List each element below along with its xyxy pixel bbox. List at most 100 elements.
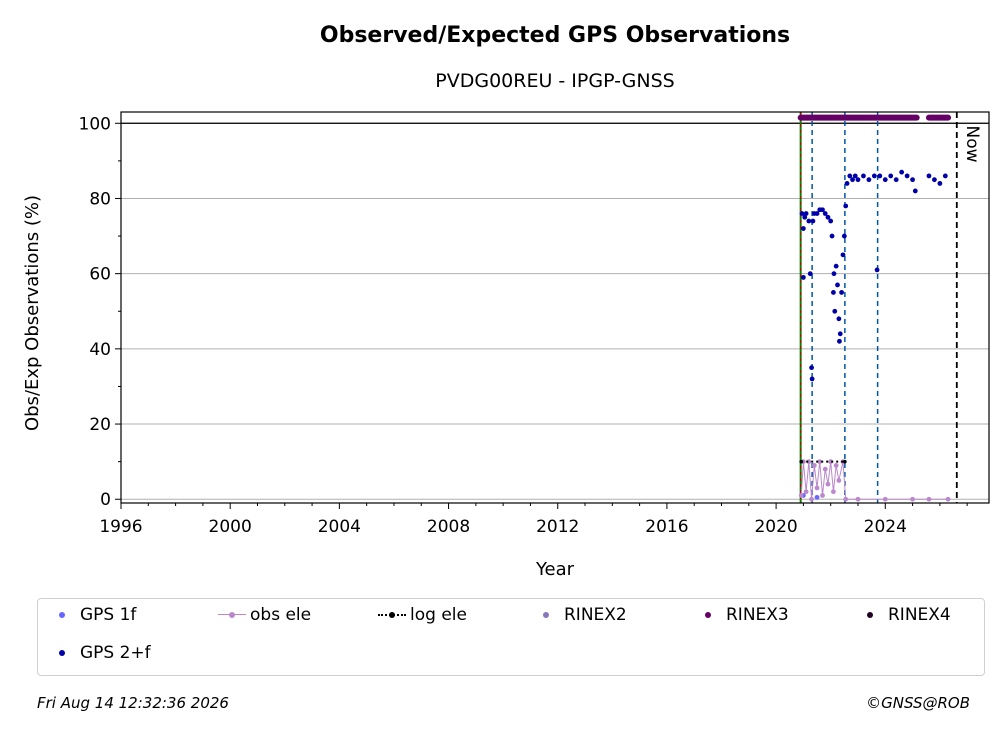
series-obs-ele-point <box>814 485 820 491</box>
footer-timestamp: Fri Aug 14 12:32:36 2026 <box>37 694 229 712</box>
series-obs-ele-line <box>800 461 949 500</box>
rinex2-marker-icon <box>532 605 560 625</box>
series-gps-2-f-point <box>837 331 843 337</box>
gps-1f-dot <box>59 612 65 618</box>
series-obs-ele-point <box>825 481 831 487</box>
series-gps-2-f-point <box>937 181 943 186</box>
legend-item-rinex3: RINEX3 <box>694 605 789 625</box>
series-obs-ele-point <box>803 489 809 495</box>
series-gps-2-f-point <box>877 173 883 179</box>
x-tick-label: 2000 <box>209 517 252 537</box>
series-gps-2-f-point <box>942 173 948 179</box>
chart-subtitle: PVDG00REU - IPGP-GNSS <box>435 70 674 92</box>
series-gps-2-f-point <box>800 226 806 231</box>
series-gps-2-f-point <box>899 169 905 175</box>
series-gps-2-f-point <box>882 177 888 183</box>
series-gps-2-f-point <box>893 177 899 183</box>
series-log-ele-point <box>843 459 847 464</box>
series-gps-2-f-point <box>822 211 828 216</box>
obs-ele-dot <box>229 612 235 618</box>
series-gps-2-f-point <box>820 207 825 213</box>
series-gps-2-f-point <box>831 290 836 295</box>
series-gps-2-f-point <box>825 214 831 220</box>
series-gps-2-f-point <box>809 365 814 371</box>
series-gps-2-f-point <box>844 181 850 186</box>
series-gps-2-f-point <box>802 214 808 220</box>
legend-item-gps-1f: GPS 1f <box>48 605 136 625</box>
chart-title: Observed/Expected GPS Observations <box>320 23 790 48</box>
series-gps-2-f-point <box>809 376 815 382</box>
series-gps-2-f-point <box>806 218 812 224</box>
rinex3-marker-icon <box>694 605 722 625</box>
log-ele-dot <box>389 612 395 618</box>
plot-area: 0 20 40 60 80 100 1996 2000 2004 2008 2012 2016 2020… <box>79 111 990 537</box>
series-gps-2-f-point <box>831 271 837 277</box>
series-obs-ele-point <box>809 496 814 502</box>
series-gps-1f-point <box>814 494 820 500</box>
y-tick-label: 80 <box>89 189 111 209</box>
legend-label-obs-ele: obs ele <box>250 605 312 625</box>
legend-label-log-ele: log ele <box>410 605 467 625</box>
series-gps-2-f-point <box>843 203 849 209</box>
x-tick-label: 1996 <box>99 517 142 537</box>
x-tick-label: 2020 <box>754 517 797 537</box>
chart-svg: Observed/Expected GPS Observations PVDG0… <box>22 23 990 580</box>
y-tick-label: 0 <box>100 490 111 510</box>
series-gps-2-f-point <box>835 282 840 288</box>
log-ele-marker-icon <box>378 605 406 625</box>
obs-ele-marker-icon <box>218 605 246 625</box>
series-obs-ele-point <box>811 463 817 468</box>
x-axis-label: Year <box>535 559 575 580</box>
y-tick-label: 60 <box>89 265 111 285</box>
series-gps-2-f-point <box>912 188 918 194</box>
rinex4-dot <box>867 612 873 618</box>
series-obs-ele-point <box>945 496 951 502</box>
legend-item-rinex4: RINEX4 <box>856 605 951 625</box>
plot-frame <box>120 111 990 504</box>
series-gps-2-f-point <box>799 211 805 216</box>
series-gps-2-f-point <box>932 177 937 183</box>
gps-1f-marker-icon <box>48 605 76 625</box>
y-tick-label: 100 <box>79 114 111 134</box>
series-gps-2-f-point <box>810 218 816 224</box>
rinex4-marker-icon <box>856 605 884 625</box>
y-tick-label: 20 <box>89 415 111 435</box>
series-gps-2-f-point <box>833 263 839 269</box>
series-obs-ele-point <box>822 466 828 472</box>
series-gps-2-f-point <box>861 173 866 179</box>
x-tick-label: 2008 <box>427 517 470 537</box>
series-obs-ele-point <box>820 493 825 498</box>
series-gps-2-f-point <box>828 218 834 224</box>
series-gps-2-f-point <box>871 173 877 179</box>
legend: GPS 1f obs ele log ele RINEX2 RINEX3 RIN… <box>37 598 985 676</box>
series-gps-2-f-point <box>850 177 855 183</box>
x-tick-label: 2016 <box>645 517 688 537</box>
x-tick-label: 2012 <box>536 517 579 537</box>
series-obs-ele-point <box>828 459 834 465</box>
series-gps-2-f-point <box>803 211 809 216</box>
legend-label-rinex2: RINEX2 <box>564 605 627 625</box>
series-obs-ele-point <box>817 459 823 465</box>
x-tick-label: 2024 <box>864 517 907 537</box>
series-gps-2-f-point <box>841 233 847 239</box>
series-obs-ele-point <box>882 496 888 502</box>
legend-item-obs-ele: obs ele <box>218 605 311 625</box>
rinex3-dot <box>705 612 711 618</box>
x-tick-label: 2004 <box>318 517 361 537</box>
series-obs-ele-point <box>926 496 932 502</box>
series-gps-2-f-point <box>829 233 835 239</box>
series-obs-ele-point <box>831 489 836 495</box>
gps-2f-marker-icon <box>48 643 76 663</box>
legend-label-rinex4: RINEX4 <box>888 605 951 625</box>
series-gps-2-f-point <box>807 271 813 277</box>
legend-label-gps-1f: GPS 1f <box>80 605 137 625</box>
series-log-ele-point <box>799 459 804 464</box>
series-obs-ele-point <box>843 496 849 502</box>
legend-label-rinex3: RINEX3 <box>726 605 789 625</box>
series-gps-2-f-point <box>837 338 842 344</box>
series-gps-2-f-point <box>904 173 910 179</box>
legend-item-log-ele: log ele <box>378 605 467 625</box>
series-obs-ele-point <box>836 478 842 483</box>
footer-copyright: ©GNSS@ROB <box>866 694 970 712</box>
series-obs-ele-point <box>910 496 915 502</box>
